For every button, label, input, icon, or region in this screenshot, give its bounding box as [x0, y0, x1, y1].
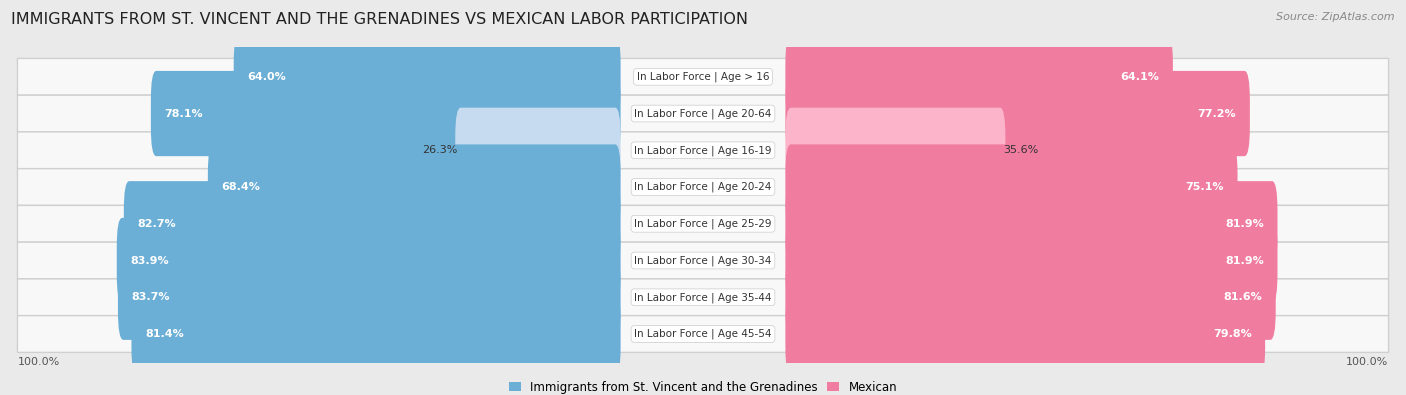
Text: 81.9%: 81.9% — [1225, 256, 1264, 265]
Text: 83.9%: 83.9% — [131, 256, 169, 265]
Text: 64.0%: 64.0% — [247, 72, 285, 82]
Legend: Immigrants from St. Vincent and the Grenadines, Mexican: Immigrants from St. Vincent and the Gren… — [505, 376, 901, 395]
FancyBboxPatch shape — [17, 58, 1389, 95]
Text: In Labor Force | Age 20-24: In Labor Force | Age 20-24 — [634, 182, 772, 192]
FancyBboxPatch shape — [786, 181, 1278, 266]
Text: In Labor Force | Age 20-64: In Labor Force | Age 20-64 — [634, 108, 772, 119]
FancyBboxPatch shape — [17, 132, 1389, 169]
FancyBboxPatch shape — [150, 71, 620, 156]
Text: 35.6%: 35.6% — [1004, 145, 1039, 155]
Text: 82.7%: 82.7% — [138, 219, 176, 229]
Text: In Labor Force | Age 35-44: In Labor Force | Age 35-44 — [634, 292, 772, 303]
Text: 83.7%: 83.7% — [131, 292, 170, 302]
FancyBboxPatch shape — [786, 71, 1250, 156]
Text: 68.4%: 68.4% — [221, 182, 260, 192]
FancyBboxPatch shape — [786, 34, 1173, 119]
FancyBboxPatch shape — [233, 34, 620, 119]
Text: 26.3%: 26.3% — [422, 145, 457, 155]
Text: 100.0%: 100.0% — [17, 357, 59, 367]
Text: In Labor Force | Age 30-34: In Labor Force | Age 30-34 — [634, 255, 772, 266]
Text: 77.2%: 77.2% — [1198, 109, 1236, 118]
FancyBboxPatch shape — [786, 292, 1265, 376]
FancyBboxPatch shape — [118, 255, 620, 340]
FancyBboxPatch shape — [124, 181, 620, 266]
FancyBboxPatch shape — [17, 169, 1389, 205]
FancyBboxPatch shape — [786, 255, 1275, 340]
Text: 81.4%: 81.4% — [145, 329, 184, 339]
Text: 81.6%: 81.6% — [1223, 292, 1263, 302]
FancyBboxPatch shape — [456, 108, 620, 193]
Text: 78.1%: 78.1% — [165, 109, 202, 118]
FancyBboxPatch shape — [17, 242, 1389, 279]
Text: IMMIGRANTS FROM ST. VINCENT AND THE GRENADINES VS MEXICAN LABOR PARTICIPATION: IMMIGRANTS FROM ST. VINCENT AND THE GREN… — [11, 12, 748, 27]
Text: Source: ZipAtlas.com: Source: ZipAtlas.com — [1277, 12, 1395, 22]
FancyBboxPatch shape — [786, 108, 1005, 193]
Text: In Labor Force | Age 25-29: In Labor Force | Age 25-29 — [634, 218, 772, 229]
FancyBboxPatch shape — [132, 292, 620, 376]
Text: 79.8%: 79.8% — [1213, 329, 1251, 339]
Text: In Labor Force | Age > 16: In Labor Force | Age > 16 — [637, 71, 769, 82]
FancyBboxPatch shape — [17, 279, 1389, 316]
Text: In Labor Force | Age 16-19: In Labor Force | Age 16-19 — [634, 145, 772, 156]
FancyBboxPatch shape — [786, 145, 1237, 229]
FancyBboxPatch shape — [17, 95, 1389, 132]
FancyBboxPatch shape — [17, 316, 1389, 352]
Text: 75.1%: 75.1% — [1185, 182, 1225, 192]
FancyBboxPatch shape — [117, 218, 620, 303]
Text: 100.0%: 100.0% — [1347, 357, 1389, 367]
FancyBboxPatch shape — [17, 205, 1389, 242]
Text: 81.9%: 81.9% — [1225, 219, 1264, 229]
Text: In Labor Force | Age 45-54: In Labor Force | Age 45-54 — [634, 329, 772, 339]
FancyBboxPatch shape — [208, 145, 620, 229]
FancyBboxPatch shape — [786, 218, 1278, 303]
Text: 64.1%: 64.1% — [1121, 72, 1160, 82]
